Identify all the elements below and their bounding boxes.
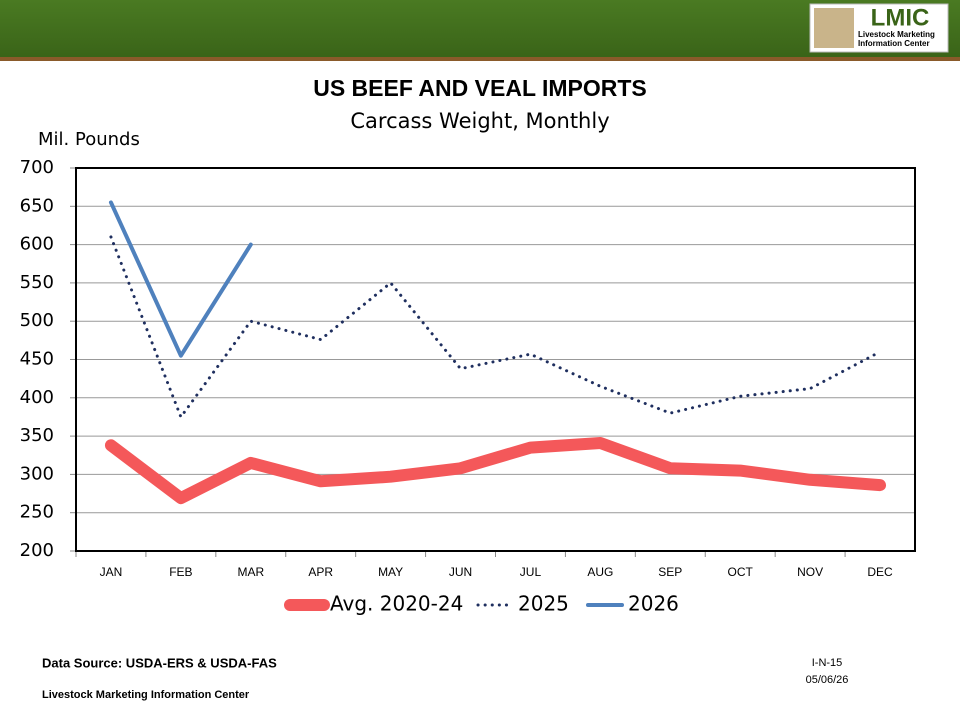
legend-label: 2025 (518, 592, 569, 616)
y-tick-label: 700 (20, 157, 54, 178)
x-tick-label: SEP (658, 565, 682, 579)
x-tick-label: MAY (378, 565, 403, 579)
x-tick-label: OCT (728, 565, 754, 579)
y-tick-label: 600 (20, 234, 54, 255)
x-tick-label: DEC (867, 565, 893, 579)
y-tick-label: 500 (20, 310, 54, 331)
y-axis-label: Mil. Pounds (38, 129, 140, 150)
y-tick-label: 200 (20, 540, 54, 561)
x-tick-label: APR (308, 565, 333, 579)
x-tick-label: JUN (449, 565, 472, 579)
logo-line: Information Center (858, 39, 930, 48)
x-tick-label: AUG (587, 565, 613, 579)
org-note: Livestock Marketing Information Center (42, 689, 250, 701)
x-tick-label: NOV (797, 565, 823, 579)
data-line (104, 436, 887, 505)
x-tick-label: JAN (100, 565, 123, 579)
y-tick-label: 350 (20, 425, 54, 446)
y-tick-label: 300 (20, 463, 54, 484)
x-tick-label: MAR (237, 565, 264, 579)
source-note: Data Source: USDA-ERS & USDA-FAS (42, 655, 277, 670)
legend-label: 2026 (628, 592, 679, 616)
y-tick-label: 250 (20, 502, 54, 523)
logo-text: LMIC (871, 4, 930, 31)
data-line (109, 235, 882, 419)
y-tick-label: 550 (20, 272, 54, 293)
y-tick-label: 650 (20, 195, 54, 216)
legend-label: Avg. 2020-24 (330, 592, 463, 616)
chart-subtitle: Carcass Weight, Monthly (350, 109, 609, 133)
plot: 200 250 300 350 400 450 500 550 600 650 700 JAN FEB M… (20, 157, 916, 616)
x-tick-label: FEB (169, 565, 192, 579)
logo-line: Livestock Marketing (858, 30, 935, 39)
data-line (108, 200, 253, 358)
slide-code: I-N-15 (812, 657, 843, 669)
y-tick-label: 400 (20, 387, 54, 408)
x-tick-label: JUL (520, 565, 542, 579)
plot-frame (75, 167, 916, 552)
chart-title: US BEEF AND VEAL IMPORTS (313, 75, 647, 101)
logo-image (814, 8, 854, 48)
header-rule (0, 57, 960, 61)
header-bar (0, 0, 960, 57)
slide-date: 05/06/26 (806, 674, 849, 686)
y-tick-label: 450 (20, 349, 54, 370)
